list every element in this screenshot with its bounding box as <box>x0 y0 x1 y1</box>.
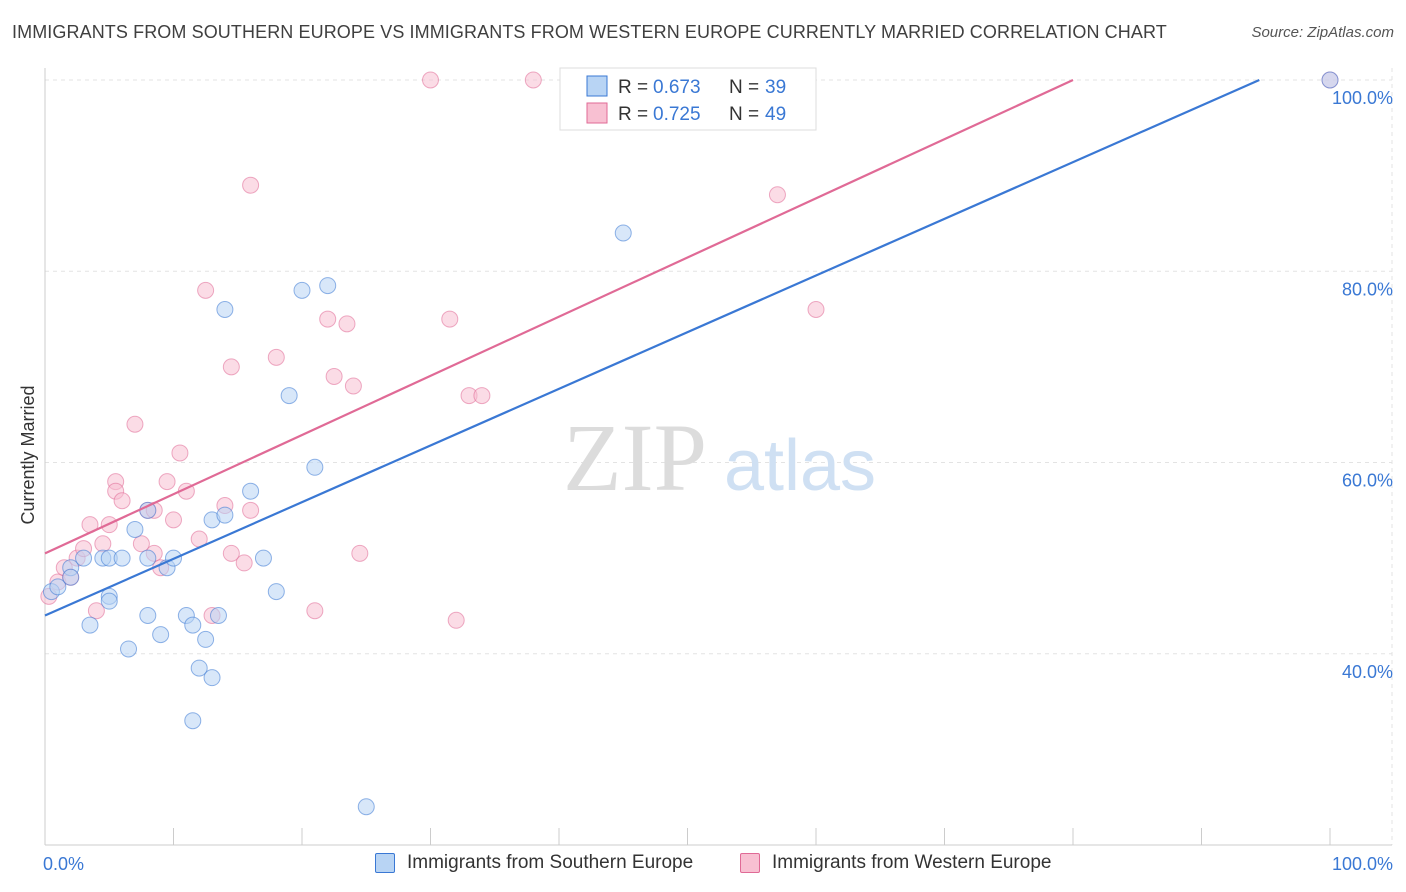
trendline-southern-europe <box>44 78 1260 617</box>
point-western-europe <box>807 301 825 318</box>
point-southern-europe <box>100 592 118 610</box>
point-western-europe <box>132 535 150 553</box>
point-western-europe <box>222 358 240 376</box>
point-southern-europe <box>306 458 324 476</box>
point-southern-europe <box>190 659 208 677</box>
point-western-europe <box>422 71 439 89</box>
data-points <box>40 71 1339 816</box>
watermark-atlas: atlas <box>724 426 876 506</box>
point-western-europe <box>306 602 324 620</box>
point-southern-europe <box>139 607 157 624</box>
point-western-europe <box>165 511 182 529</box>
watermark: ZIP atlas <box>563 404 876 511</box>
point-southern-europe <box>614 224 632 242</box>
point-southern-europe <box>254 549 272 567</box>
point-southern-europe <box>113 549 131 567</box>
legend-label-western: Immigrants from Western Europe <box>772 852 1052 873</box>
y-tick-label: 100.0% <box>1332 88 1393 108</box>
legend-item-western[interactable]: Immigrants from Western Europe <box>740 852 1051 874</box>
point-western-europe <box>319 310 337 328</box>
point-western-europe <box>126 415 144 433</box>
y-axis-label: Currently Married <box>18 385 38 524</box>
point-southern-europe <box>280 387 298 405</box>
point-western-europe <box>242 176 260 194</box>
point-western-europe <box>338 315 356 333</box>
stats-r-label-southern: R = <box>618 77 648 98</box>
point-southern-europe <box>184 712 202 730</box>
point-southern-europe <box>184 616 202 634</box>
point-southern-europe <box>216 301 234 318</box>
point-western-europe <box>158 473 176 491</box>
stats-swatch-southern <box>586 75 608 97</box>
trendline-western-europe <box>44 79 1074 555</box>
point-southern-europe <box>152 626 170 644</box>
stats-r-label-western: R = <box>618 104 648 125</box>
point-southern-europe <box>293 281 311 299</box>
point-western-europe <box>325 367 343 385</box>
point-western-europe <box>351 544 369 562</box>
point-western-europe <box>242 501 260 519</box>
point-southern-europe <box>242 482 260 500</box>
stats-n-value-western: 49 <box>765 104 786 125</box>
point-southern-europe <box>267 583 285 601</box>
point-western-europe <box>197 281 215 299</box>
point-southern-europe <box>49 578 67 596</box>
point-western-europe <box>235 554 253 572</box>
point-southern-europe <box>216 506 234 524</box>
legend-swatch-southern <box>375 853 395 873</box>
legend-item-southern[interactable]: Immigrants from Southern Europe <box>375 852 693 874</box>
point-southern-europe <box>139 549 157 567</box>
point-southern-europe <box>209 607 227 624</box>
y-tick-label: 60.0% <box>1342 471 1393 491</box>
point-western-europe <box>473 387 491 405</box>
point-western-europe <box>113 492 131 510</box>
point-southern-europe <box>75 549 93 567</box>
point-western-europe <box>441 310 459 328</box>
point-western-europe <box>171 444 189 462</box>
stats-r-value-southern: 0.673 <box>653 77 701 98</box>
stats-n-label-western: N = <box>729 104 759 125</box>
point-southern-europe <box>62 568 80 586</box>
point-southern-europe <box>126 520 144 538</box>
stats-r-value-western: 0.725 <box>653 104 701 125</box>
chart-title: IMMIGRANTS FROM SOUTHERN EUROPE VS IMMIG… <box>12 22 1167 42</box>
stats-legend: R = 0.673 N = 39 R = 0.725 N = 49 <box>559 67 817 131</box>
trend-lines <box>44 78 1260 617</box>
point-southern-europe <box>139 501 157 519</box>
legend-swatch-western <box>740 853 760 873</box>
x-tick-label-right: 100.0% <box>1332 854 1393 874</box>
point-western-europe <box>524 71 542 89</box>
source-label: Source: ZipAtlas.com <box>1251 24 1394 41</box>
point-southern-europe <box>203 669 221 687</box>
point-western-europe <box>447 611 465 629</box>
y-tick-label: 40.0% <box>1342 662 1393 682</box>
axes <box>44 68 1392 846</box>
y-tick-label: 80.0% <box>1342 279 1393 299</box>
point-western-europe <box>344 377 362 395</box>
axis-labels: 100.0% 80.0% 60.0% 40.0% 0.0% 100.0% <box>43 88 1393 874</box>
point-southern-europe <box>319 277 337 295</box>
point-southern-europe <box>81 616 99 634</box>
point-southern-europe <box>1321 71 1339 89</box>
stats-swatch-western <box>586 102 608 124</box>
point-western-europe <box>222 544 240 562</box>
point-western-europe <box>768 186 786 204</box>
point-southern-europe <box>357 798 375 816</box>
point-western-europe <box>94 535 112 553</box>
stats-n-value-southern: 39 <box>765 77 786 98</box>
watermark-zip: ZIP <box>563 404 707 511</box>
stats-n-label-southern: N = <box>729 77 759 98</box>
point-southern-europe <box>197 630 215 648</box>
point-western-europe <box>87 602 105 620</box>
legend-label-southern: Immigrants from Southern Europe <box>407 852 694 873</box>
x-tick-label-left: 0.0% <box>43 854 84 874</box>
point-southern-europe <box>120 640 138 658</box>
point-western-europe <box>267 348 285 366</box>
